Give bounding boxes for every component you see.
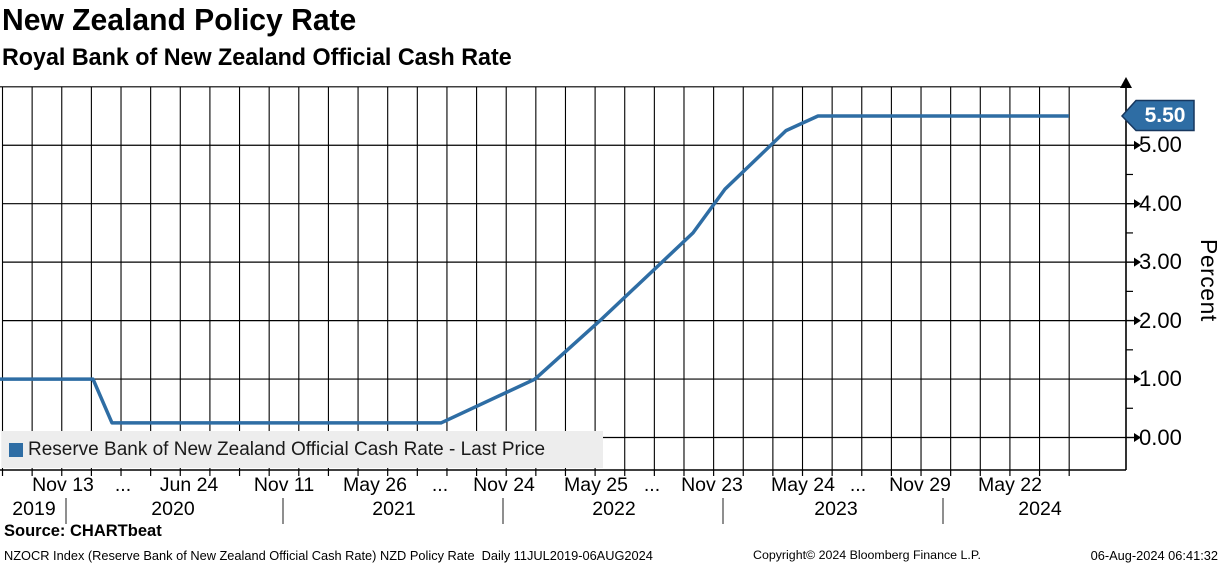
ocr-rate-line xyxy=(0,114,1069,425)
page-title: New Zealand Policy Rate xyxy=(2,2,357,37)
x-year-label: 2024 xyxy=(1018,498,1062,520)
x-tick-label: ... xyxy=(114,474,132,496)
y-tick-label: 1.00 xyxy=(1139,366,1182,392)
vertical-gridlines xyxy=(1,86,1070,470)
x-year-label: 2022 xyxy=(592,498,636,520)
source-line: Source: CHARTbeat xyxy=(4,522,162,540)
horizontal-gridlines xyxy=(0,86,1126,439)
timestamp: 06-Aug-2024 06:41:32 xyxy=(1090,548,1218,563)
x-tick-label: May 25 xyxy=(564,474,628,496)
last-price-badge-shape xyxy=(1120,99,1195,132)
year-separator xyxy=(282,498,284,524)
year-separator xyxy=(65,498,67,524)
y-tick-label: 2.00 xyxy=(1139,307,1182,333)
legend: Reserve Bank of New Zealand Official Cas… xyxy=(2,431,603,468)
y-tick-label: 0.00 xyxy=(1139,424,1182,450)
y-tick-label: 3.00 xyxy=(1139,249,1182,275)
year-separator xyxy=(942,498,944,524)
y-tick-label: 4.00 xyxy=(1139,190,1182,216)
x-year-label: 2023 xyxy=(814,498,858,520)
x-tick-label: May 24 xyxy=(771,474,835,496)
y-tick-label: 5.00 xyxy=(1139,132,1182,158)
x-tick-label: Nov 24 xyxy=(473,474,535,496)
x-tick-label: Jun 24 xyxy=(159,474,219,496)
x-tick-label: Nov 11 xyxy=(253,474,315,496)
y-axis-title: Percent xyxy=(1196,238,1222,322)
axis-ticks xyxy=(1,115,1141,476)
year-separator xyxy=(502,498,504,524)
year-separator xyxy=(722,498,724,524)
x-tick-label: ... xyxy=(431,474,449,496)
legend-swatch-icon xyxy=(9,442,23,457)
x-tick-label: May 26 xyxy=(343,474,407,496)
x-tick-label: ... xyxy=(643,474,661,496)
x-tick-label: May 22 xyxy=(978,474,1042,496)
x-year-label: 2020 xyxy=(151,498,195,520)
legend-label: Reserve Bank of New Zealand Official Cas… xyxy=(28,438,546,460)
axes xyxy=(0,77,1132,471)
last-price-badge: 5.50 xyxy=(1144,104,1186,127)
x-year-label: 2019 xyxy=(12,498,56,520)
ticker-footnote: NZOCR Index (Reserve Bank of New Zealand… xyxy=(4,548,653,563)
x-tick-label: Nov 23 xyxy=(681,474,743,496)
copyright-text: Copyright© 2024 Bloomberg Finance L.P. xyxy=(753,548,981,562)
x-year-label: 2021 xyxy=(372,498,416,520)
x-tick-label: Nov 13 xyxy=(32,474,94,496)
page-subtitle: Royal Bank of New Zealand Official Cash … xyxy=(2,44,512,71)
x-tick-label: Nov 29 xyxy=(889,474,951,496)
x-tick-label: ... xyxy=(849,474,867,496)
